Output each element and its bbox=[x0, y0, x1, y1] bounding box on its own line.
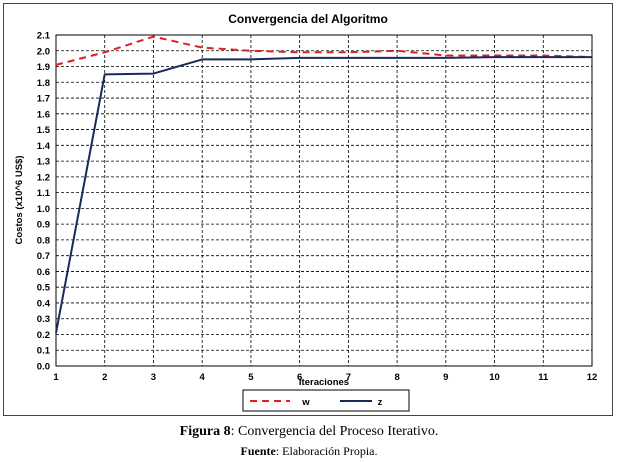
x-tick-label: 1 bbox=[53, 372, 59, 383]
y-tick-label: 1.3 bbox=[37, 157, 50, 168]
x-tick-label: 10 bbox=[489, 372, 500, 383]
y-tick-label: 1.6 bbox=[37, 109, 50, 120]
legend-label-w: w bbox=[301, 397, 310, 408]
y-tick-label: 1.8 bbox=[37, 78, 50, 89]
tick-labels: 0.0 0.1 0.2 0.3 0.4 0.5 0.6 0.7 0.8 0.9 1.0 1.1 1.2 1… bbox=[37, 31, 598, 384]
y-tick-label: 2.1 bbox=[37, 31, 51, 42]
y-tick-label: 1.7 bbox=[37, 94, 50, 105]
chart-title: Convergencia del Algoritmo bbox=[228, 12, 388, 26]
y-tick-label: 2.0 bbox=[37, 46, 50, 57]
y-tick-label: 0.1 bbox=[37, 346, 51, 357]
caption-label: Figura 8 bbox=[179, 424, 231, 439]
line-chart: Convergencia del Algoritmo 0.00.10.20.30… bbox=[14, 12, 598, 412]
x-tick-label: 2 bbox=[102, 372, 107, 383]
legend: w z bbox=[242, 389, 410, 412]
source-label: Fuente bbox=[240, 444, 276, 458]
y-tick-label: 0.6 bbox=[37, 267, 50, 278]
y-tick-label: 0.8 bbox=[37, 235, 50, 246]
legend-label-z: z bbox=[378, 397, 383, 408]
x-axis-label: Iteraciones bbox=[299, 377, 349, 388]
x-tick-label: 5 bbox=[248, 372, 254, 383]
caption-text: : Convergencia del Proceso Iterativo. bbox=[230, 424, 439, 439]
y-tick-label: 0.0 bbox=[37, 362, 50, 373]
y-tick-label: 1.1 bbox=[37, 188, 51, 199]
grid bbox=[56, 35, 592, 366]
x-tick-label: 12 bbox=[587, 372, 598, 383]
x-tick-label: 3 bbox=[151, 372, 156, 383]
figure-caption: Figura 8: Convergencia del Proceso Itera… bbox=[0, 424, 618, 440]
y-tick-label: 0.4 bbox=[37, 298, 51, 309]
figure-source: Fuente: Elaboración Propia. bbox=[0, 444, 618, 459]
series-group bbox=[55, 35, 593, 334]
x-tick-label: 11 bbox=[538, 372, 549, 383]
y-tick-label: 1.2 bbox=[37, 172, 50, 183]
y-tick-label: 1.5 bbox=[37, 125, 51, 136]
source-text: : Elaboración Propia. bbox=[275, 444, 378, 458]
y-tick-label: 1.4 bbox=[37, 141, 51, 152]
y-tick-label: 0.7 bbox=[37, 251, 50, 262]
series-line-z bbox=[55, 56, 592, 334]
y-tick-label: 0.9 bbox=[37, 220, 50, 231]
y-tick-label: 1.9 bbox=[37, 62, 50, 73]
x-tick-label: 4 bbox=[200, 372, 206, 383]
x-tick-label: 6 bbox=[297, 372, 302, 383]
y-tick-label: 0.3 bbox=[37, 314, 50, 325]
x-tick-label: 8 bbox=[394, 372, 399, 383]
y-tick-label: 0.2 bbox=[37, 330, 50, 341]
plot-area bbox=[55, 34, 593, 367]
y-tick-label: 0.5 bbox=[37, 283, 51, 294]
x-tick-label: 7 bbox=[346, 372, 351, 383]
x-tick-label: 9 bbox=[443, 372, 448, 383]
y-axis-label: Costos (x10^6 US$) bbox=[14, 156, 25, 245]
y-tick-label: 1.0 bbox=[37, 204, 50, 215]
legend-box bbox=[242, 389, 410, 412]
